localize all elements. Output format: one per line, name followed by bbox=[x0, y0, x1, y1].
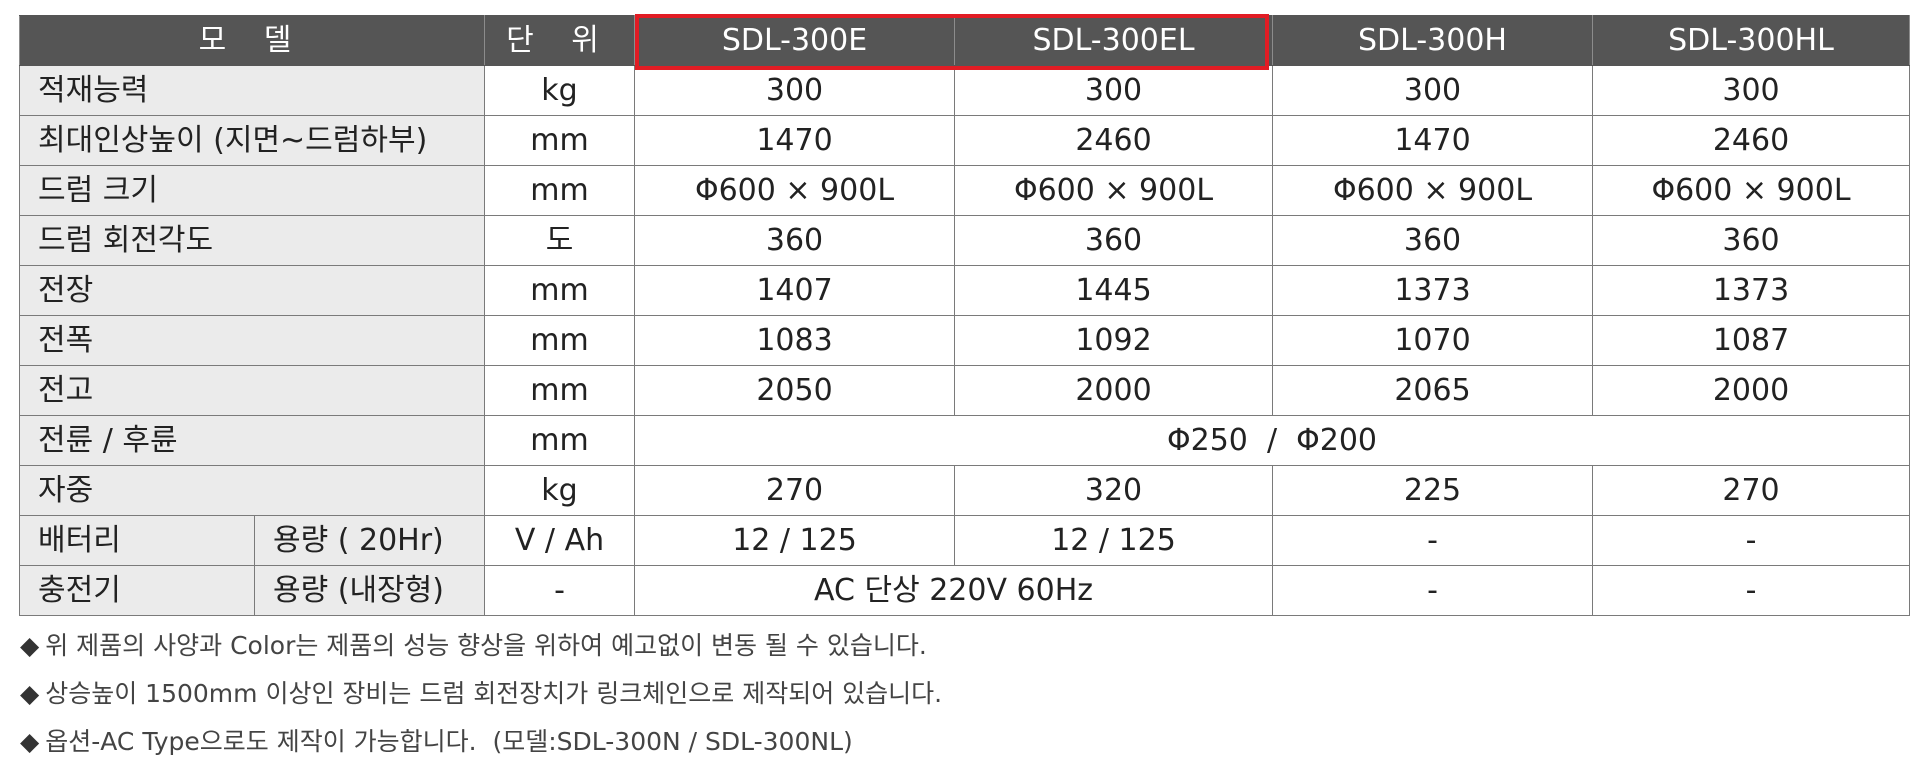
table-row: 전폭 mm 1083 1092 1070 1087 bbox=[19, 315, 1910, 366]
table-row: 드럼 크기 mm Φ600 × 900L Φ600 × 900L Φ600 × … bbox=[19, 165, 1910, 216]
cell-value: 360 bbox=[1592, 215, 1910, 266]
row-label: 적재능력 bbox=[19, 65, 485, 116]
row-unit: kg bbox=[484, 65, 635, 116]
table-row: 전륜 / 후륜 mm Φ250 / Φ200 bbox=[19, 415, 1910, 466]
row-label: 드럼 크기 bbox=[19, 165, 485, 216]
cell-value: 360 bbox=[954, 215, 1273, 266]
table-row: 전고 mm 2050 2000 2065 2000 bbox=[19, 365, 1910, 416]
cell-value: 2000 bbox=[954, 365, 1273, 416]
cell-value: - bbox=[1592, 565, 1910, 616]
notes: ◆ 위 제품의 사양과 Color는 제품의 성능 향상을 위하여 예고없이 변동… bbox=[20, 622, 942, 766]
row-unit: mm bbox=[484, 165, 635, 216]
table-row: 적재능력 kg 300 300 300 300 bbox=[19, 65, 1910, 116]
row-unit: 도 bbox=[484, 215, 635, 266]
header-model-name: SDL-300E bbox=[634, 15, 955, 66]
cell-value: 2050 bbox=[634, 365, 955, 416]
table-row: 자중 kg 270 320 225 270 bbox=[19, 465, 1910, 516]
cell-value: 2460 bbox=[1592, 115, 1910, 166]
row-label: 전륜 / 후륜 bbox=[19, 415, 485, 466]
note-text: 위 제품의 사양과 Color는 제품의 성능 향상을 위하여 예고없이 변동 … bbox=[45, 631, 927, 660]
cell-value: 360 bbox=[1272, 215, 1593, 266]
cell-value: 1407 bbox=[634, 265, 955, 316]
cell-value: 2065 bbox=[1272, 365, 1593, 416]
cell-value: Φ600 × 900L bbox=[954, 165, 1273, 216]
diamond-bullet-icon: ◆ bbox=[20, 727, 40, 756]
row-unit: - bbox=[484, 565, 635, 616]
table-row: 최대인상높이 (지면~드럼하부) mm 1470 2460 1470 2460 bbox=[19, 115, 1910, 166]
header-model-name: SDL-300HL bbox=[1592, 15, 1910, 66]
cell-value: 2460 bbox=[954, 115, 1273, 166]
row-label: 드럼 회전각도 bbox=[19, 215, 485, 266]
row-unit: mm bbox=[484, 315, 635, 366]
header-model-name: SDL-300H bbox=[1272, 15, 1593, 66]
row-label: 전장 bbox=[19, 265, 485, 316]
cell-value: 1083 bbox=[634, 315, 955, 366]
cell-value: 1373 bbox=[1592, 265, 1910, 316]
diamond-bullet-icon: ◆ bbox=[20, 679, 40, 708]
cell-value: 300 bbox=[634, 65, 955, 116]
cell-value: 225 bbox=[1272, 465, 1593, 516]
cell-value: 1470 bbox=[634, 115, 955, 166]
note-text: 옵션-AC Type으로도 제작이 가능합니다. (모델:SDL-300N / … bbox=[45, 727, 853, 756]
note-item: ◆ 옵션-AC Type으로도 제작이 가능합니다. (모델:SDL-300N /… bbox=[20, 718, 942, 766]
cell-value: 1070 bbox=[1272, 315, 1593, 366]
note-item: ◆ 상승높이 1500mm 이상인 장비는 드럼 회전장치가 링크체인으로 제작되… bbox=[20, 670, 942, 718]
table-row: 충전기 용량 (내장형) - AC 단상 220V 60Hz - - bbox=[19, 565, 1910, 616]
cell-value-merged: Φ250 / Φ200 bbox=[634, 415, 1910, 466]
cell-value: 1092 bbox=[954, 315, 1273, 366]
row-label: 최대인상높이 (지면~드럼하부) bbox=[19, 115, 485, 166]
row-sublabel: 용량 (내장형) bbox=[254, 565, 485, 616]
row-unit: V / Ah bbox=[484, 515, 635, 566]
cell-value: 1445 bbox=[954, 265, 1273, 316]
cell-value: 300 bbox=[954, 65, 1273, 116]
row-unit: mm bbox=[484, 115, 635, 166]
cell-value: 270 bbox=[1592, 465, 1910, 516]
header-model-name: SDL-300EL bbox=[954, 15, 1273, 66]
header-row: 모 델 단 위 SDL-300E SDL-300EL SDL-300H SDL-… bbox=[19, 15, 1910, 66]
cell-value: 2000 bbox=[1592, 365, 1910, 416]
cell-value: - bbox=[1272, 565, 1593, 616]
table-row: 드럼 회전각도 도 360 360 360 360 bbox=[19, 215, 1910, 266]
cell-value: 300 bbox=[1272, 65, 1593, 116]
row-label: 배터리 bbox=[19, 515, 255, 566]
cell-value: - bbox=[1592, 515, 1910, 566]
cell-value-merged: AC 단상 220V 60Hz bbox=[634, 565, 1273, 616]
cell-value: 1373 bbox=[1272, 265, 1593, 316]
cell-value: Φ600 × 900L bbox=[1592, 165, 1910, 216]
cell-value: 1470 bbox=[1272, 115, 1593, 166]
cell-value: Φ600 × 900L bbox=[634, 165, 955, 216]
row-label: 자중 bbox=[19, 465, 485, 516]
cell-value: 300 bbox=[1592, 65, 1910, 116]
row-unit: kg bbox=[484, 465, 635, 516]
row-label: 전고 bbox=[19, 365, 485, 416]
row-unit: mm bbox=[484, 415, 635, 466]
cell-value: 270 bbox=[634, 465, 955, 516]
table-row: 배터리 용량 ( 20Hr) V / Ah 12 / 125 12 / 125 … bbox=[19, 515, 1910, 566]
cell-value: 360 bbox=[634, 215, 955, 266]
cell-value: Φ600 × 900L bbox=[1272, 165, 1593, 216]
row-unit: mm bbox=[484, 265, 635, 316]
note-text: 상승높이 1500mm 이상인 장비는 드럼 회전장치가 링크체인으로 제작되어… bbox=[45, 679, 943, 708]
cell-value: 12 / 125 bbox=[634, 515, 955, 566]
row-sublabel: 용량 ( 20Hr) bbox=[254, 515, 485, 566]
header-unit: 단 위 bbox=[484, 15, 635, 66]
row-label: 충전기 bbox=[19, 565, 255, 616]
spec-table: 모 델 단 위 SDL-300E SDL-300EL SDL-300H SDL-… bbox=[19, 15, 1910, 616]
cell-value: 1087 bbox=[1592, 315, 1910, 366]
cell-value: 320 bbox=[954, 465, 1273, 516]
header-model: 모 델 bbox=[19, 15, 485, 66]
diamond-bullet-icon: ◆ bbox=[20, 631, 40, 660]
cell-value: - bbox=[1272, 515, 1593, 566]
table-row: 전장 mm 1407 1445 1373 1373 bbox=[19, 265, 1910, 316]
note-item: ◆ 위 제품의 사양과 Color는 제품의 성능 향상을 위하여 예고없이 변동… bbox=[20, 622, 942, 670]
row-unit: mm bbox=[484, 365, 635, 416]
row-label: 전폭 bbox=[19, 315, 485, 366]
cell-value: 12 / 125 bbox=[954, 515, 1273, 566]
